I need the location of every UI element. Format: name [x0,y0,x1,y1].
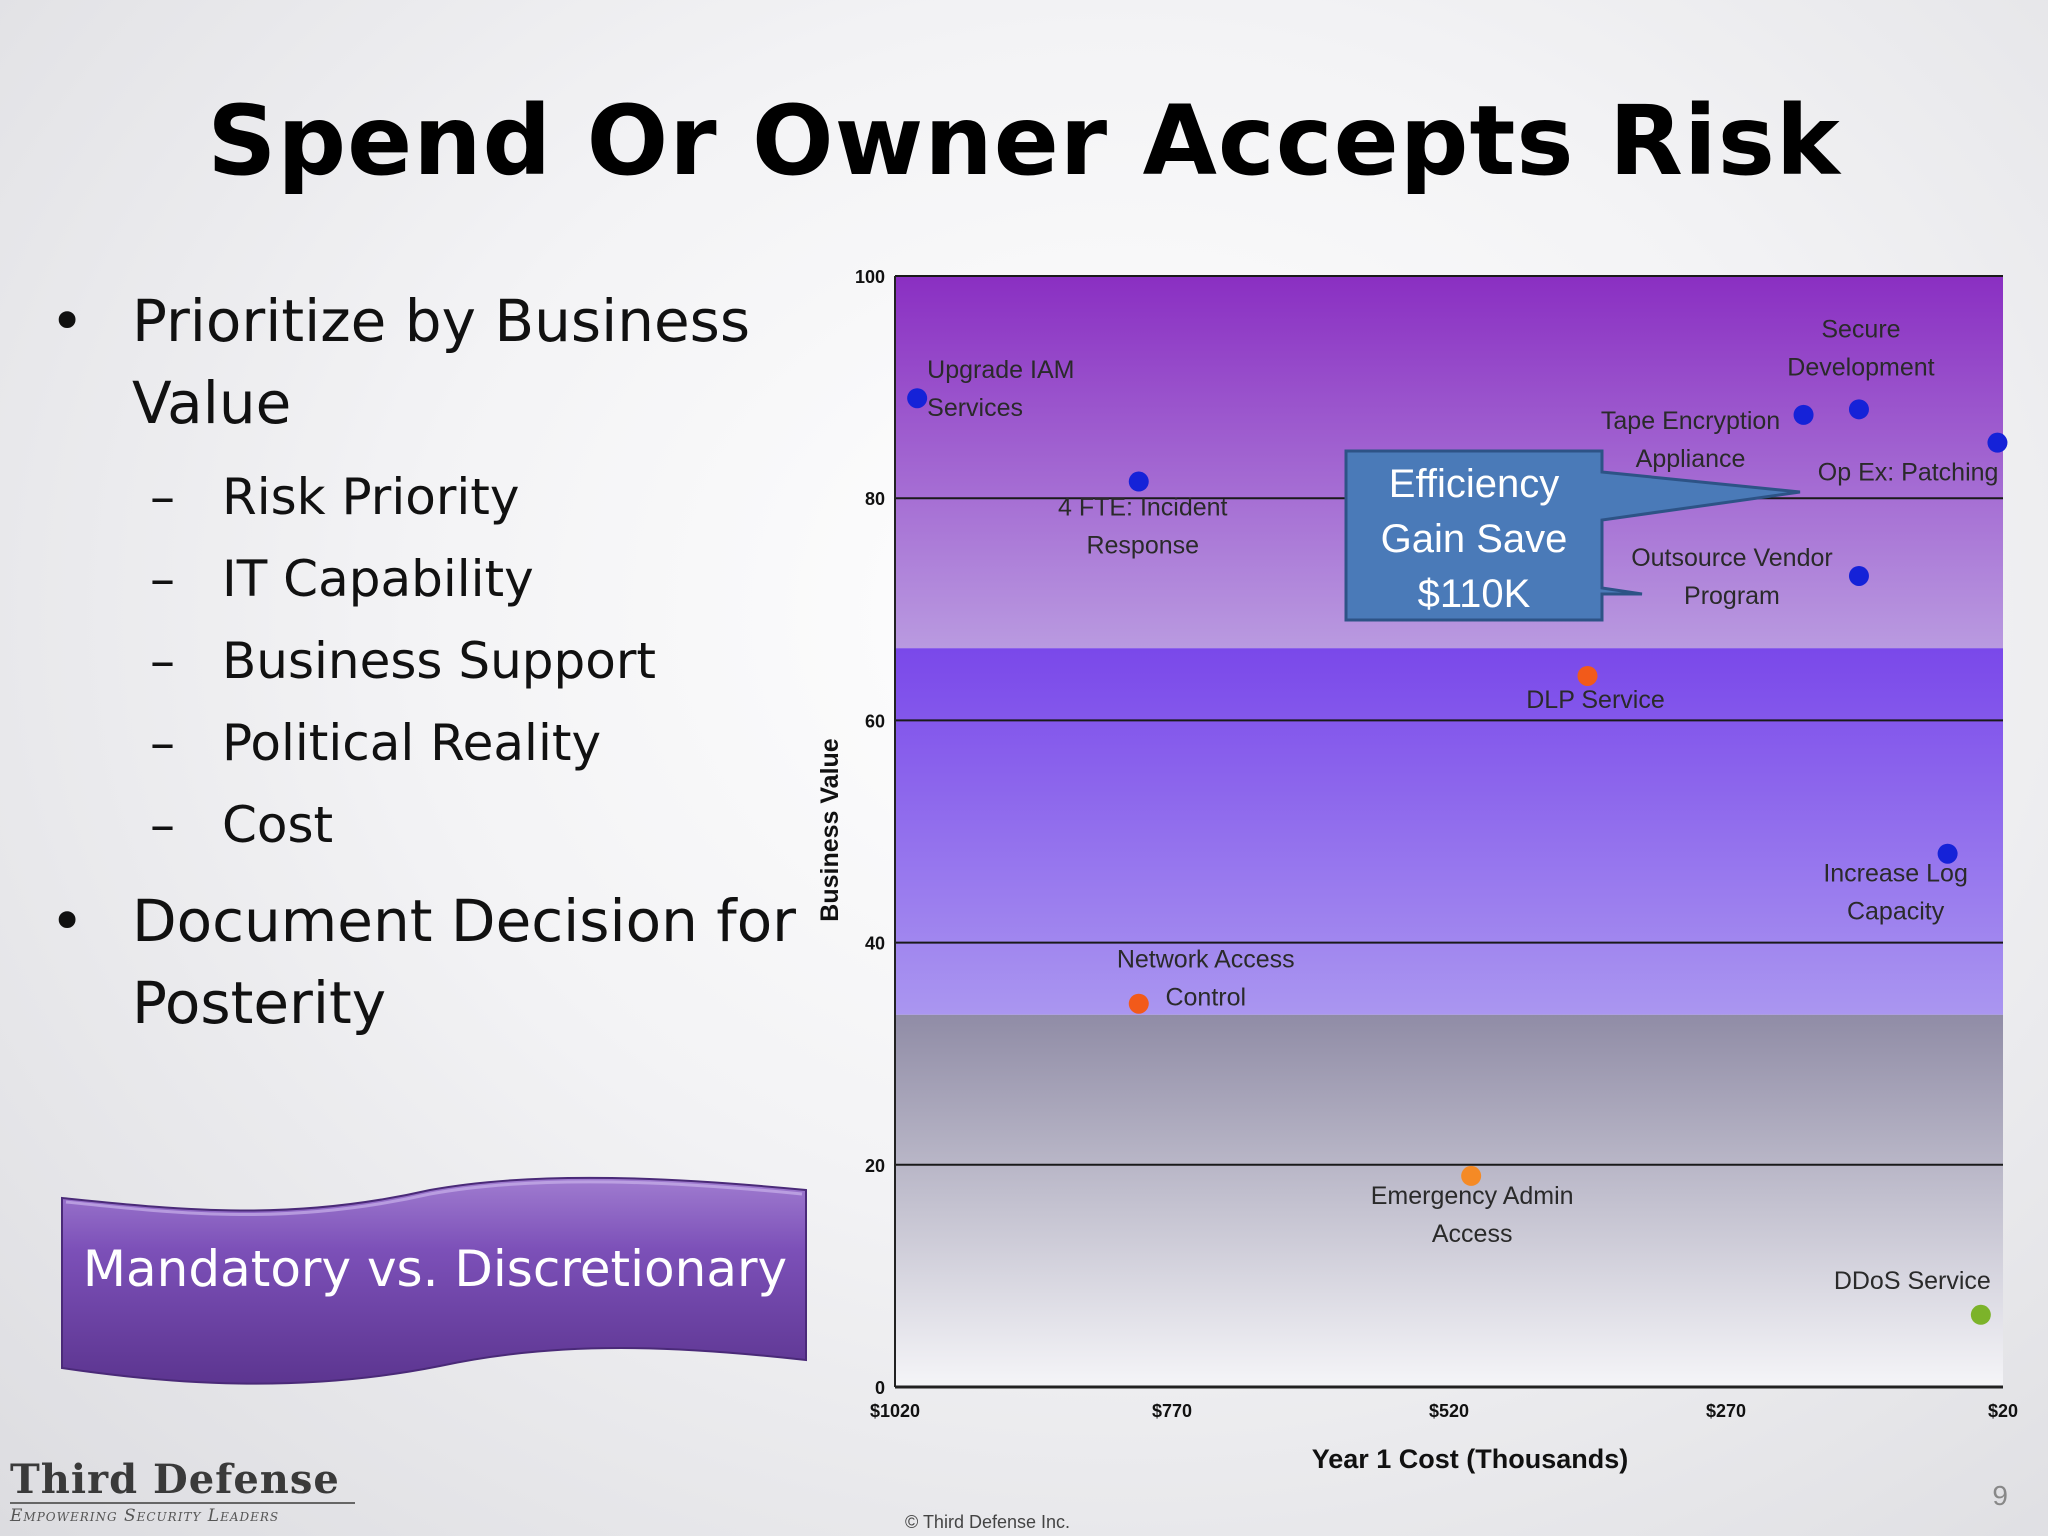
data-points [907,388,2008,1325]
page-title: Spend Or Owner Accepts Risk [207,85,1841,197]
data-point [907,388,928,409]
x-axis-label: Year 1 Cost (Thousands) [1312,1444,1629,1474]
sub-bullet-item: – Risk Priority [50,456,810,538]
sub-bullet-text: Risk Priority [222,468,520,526]
point-label: Secure [1821,315,1900,343]
y-tick-label: 80 [865,489,885,509]
data-point [1128,471,1149,492]
y-tick-label: 40 [865,934,885,954]
point-label: Development [1787,353,1934,381]
axes: 0 20 40 60 80 100 $1020 $770 $520 $270 $20 [855,267,2018,1421]
point-label: Emergency Admin [1371,1182,1574,1210]
x-tick-label: $520 [1429,1401,1469,1421]
point-label: Op Ex: Patching [1818,459,1999,487]
dash-glyph: – [150,468,175,526]
sub-bullet-text: Political Reality [222,714,602,772]
dash-glyph: – [150,714,175,772]
data-point [1577,665,1598,686]
sub-bullet-text: IT Capability [222,550,534,608]
callout-line: Efficiency [1389,462,1559,506]
page-number: 9 [1992,1480,2008,1511]
x-tick-label: $770 [1152,1401,1192,1421]
callout-line: $110K [1418,572,1531,616]
y-tick-label: 0 [875,1378,885,1398]
point-label: Program [1684,582,1780,610]
sub-bullet-text: Business Support [222,632,657,690]
banner-label: Mandatory vs. Discretionary [82,1240,788,1298]
bullet-text: Prioritize by Business Value [132,287,751,437]
x-tick-label: $20 [1988,1401,2018,1421]
bullet-glyph: • [50,287,85,355]
background-band [895,648,2003,1015]
bullet-text: Document Decision for Posterity [132,887,797,1037]
background-band [895,1014,2003,1387]
data-point [1987,432,2008,453]
bullet-glyph: • [50,887,85,955]
point-label: 4 FTE: Incident [1058,494,1228,522]
sub-bullet-item: – IT Capability [50,538,810,620]
y-tick-label: 60 [865,711,885,731]
dash-glyph: – [150,550,175,608]
sub-bullet-item: – Cost [50,784,810,866]
data-point [1793,404,1814,425]
y-tick-label: 20 [865,1156,885,1176]
efficiency-callout: Efficiency Gain Save $110K [1344,449,1801,622]
y-tick-label: 100 [855,267,885,287]
data-point [1970,1304,1991,1325]
point-labels: Upgrade IAM Services 4 FTE: Incident Respon… [927,315,1998,1294]
callout-line: Gain Save [1381,517,1568,561]
point-label: Control [1165,984,1246,1012]
point-label: Outsource Vendor [1631,544,1833,572]
company-logo: Third Defense Empowering Security Leader… [10,1458,355,1528]
sub-bullet-item: – Business Support [50,620,810,702]
dash-glyph: – [150,632,175,690]
point-label: DLP Service [1526,686,1665,714]
point-label: Upgrade IAM [927,356,1074,384]
data-point [1937,843,1958,864]
data-point [1848,565,1869,586]
point-label: Response [1086,532,1199,560]
point-label: Capacity [1847,898,1945,926]
logo-name: Third Defense [10,1456,340,1503]
dash-glyph: – [150,796,175,854]
bullet-list: • Prioritize by Business Value – Risk Pr… [50,280,810,1048]
data-point [1461,1165,1482,1186]
point-label: Increase Log [1823,860,1968,888]
point-label: Tape Encryption [1601,407,1780,435]
point-label: Services [927,394,1023,422]
bullet-item: • Document Decision for Posterity [50,880,810,1044]
sub-bullet-item: – Political Reality [50,702,810,784]
x-tick-label: $270 [1706,1401,1746,1421]
callout-shape [1344,449,1801,622]
sub-bullet-text: Cost [222,796,334,854]
copyright-notice: © Third Defense Inc. [905,1512,1071,1532]
point-label: Network Access [1117,946,1295,974]
point-label: DDoS Service [1834,1267,1991,1295]
x-tick-label: $1020 [870,1401,920,1421]
sub-bullet-list: – Risk Priority – IT Capability – Busine… [50,456,810,866]
bullet-item: • Prioritize by Business Value [50,280,810,444]
point-label: Appliance [1636,445,1746,473]
data-point [1128,993,1149,1014]
data-point [1848,399,1869,420]
banner-shape [61,1176,807,1385]
point-label: Access [1432,1220,1513,1248]
logo-tagline: Empowering Security Leaders [10,1502,355,1526]
y-axis-label: Business Value [816,738,844,922]
